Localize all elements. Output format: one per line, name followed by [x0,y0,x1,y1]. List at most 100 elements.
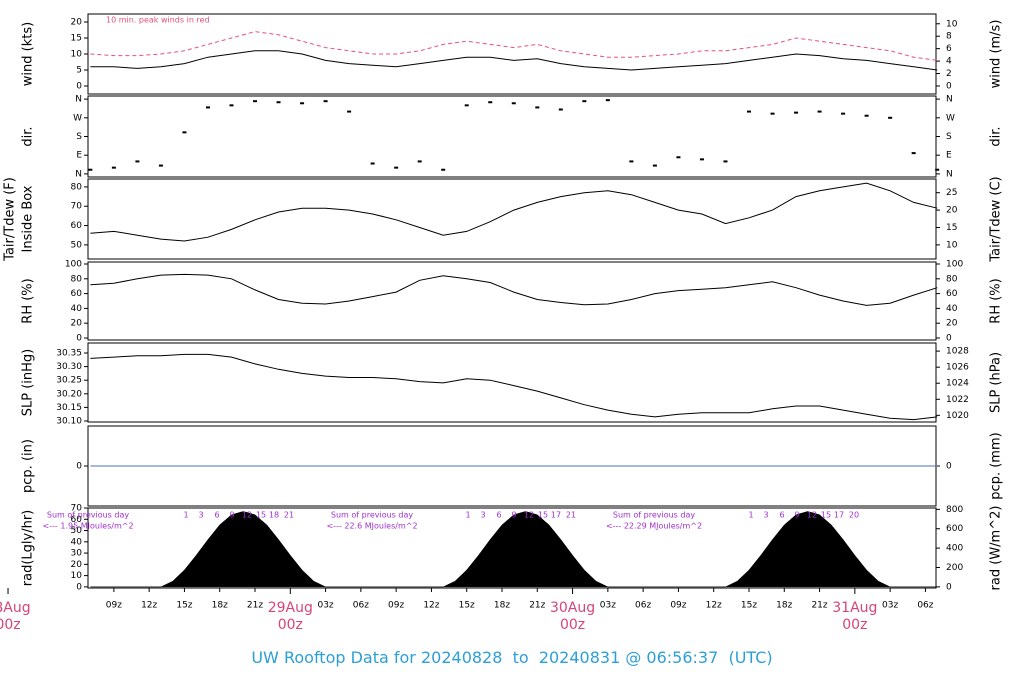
x-tick-label: 18z [776,601,792,611]
y-axis-label: pcp. (in) [21,439,36,493]
y-tick-label: N [75,95,82,105]
annotation: 10 min. peak winds in red [106,16,210,25]
y-tick-label: 50 [71,240,83,250]
panel-frame [87,13,937,95]
hour-label: 21 [284,511,294,520]
y2-tick-label: N [946,169,953,179]
x-tick-label: 18z [212,601,228,611]
hour-label: 15 [538,511,548,520]
hour-label: 20 [849,511,859,520]
y-tick-label: 30.30 [56,362,82,372]
x-tick-label: 09z [106,601,122,611]
x-tick-label: 18z [494,601,510,611]
hour-label: 3 [763,511,768,520]
y2-tick-label: W [946,113,955,123]
y-tick-label: 0 [76,334,82,344]
point [558,108,563,111]
x-tick-label: 21z [811,601,827,611]
point [253,100,258,103]
x-tick-label: 21z [247,601,263,611]
y2-axis-label: pcp. (mm) [989,432,1004,499]
y2-tick-label: 80 [946,274,958,284]
y2-tick-label: N [946,95,953,105]
hour-label: 9 [511,511,516,520]
y-tick-label: 30.20 [56,389,82,399]
x-tick-label: 03z [600,601,616,611]
y-tick-label: 10 [71,50,83,60]
y-tick-label: 30.15 [56,403,82,413]
y2-tick-label: 1024 [946,379,969,389]
y2-tick-label: 15 [946,223,957,233]
point [699,158,704,161]
y-tick-label: 20 [71,18,83,28]
y-tick-label: 60 [71,289,83,299]
hour-label: 9 [794,511,799,520]
y-tick-label: W [73,113,82,123]
point [111,166,116,169]
hour-label: 3 [198,511,203,520]
y-tick-label: 50 [71,526,83,536]
y-tick-label: 5 [76,66,82,76]
point [488,101,493,104]
point [300,102,305,105]
hour-label: 12 [524,511,534,520]
y2-axis-label: SLP (hPa) [989,352,1004,413]
y-tick-label: 10 [71,571,83,581]
y2-tick-label: 800 [946,505,963,515]
y2-axis-label: rad (W/m^2) [989,506,1004,591]
hour-label: 18 [269,511,279,520]
point [746,110,751,113]
y2-tick-label: 10 [946,19,958,29]
y2-tick-label: 4 [946,57,952,67]
y-tick-label: N [75,169,82,179]
day-label: 28Aug 00z [0,600,31,633]
y2-tick-label: 20 [946,319,958,329]
point [817,110,822,113]
point [582,100,587,103]
hour-label: 21 [566,511,576,520]
y2-tick-label: 1026 [946,363,969,373]
day-label: 30Aug 00z [549,600,596,633]
point [935,168,940,171]
point [676,156,681,159]
hour-label: 17 [834,511,844,520]
y-axis-label: RH (%) [21,278,36,323]
x-tick-label: 21z [529,601,545,611]
day-label: 31Aug 00z [832,600,878,633]
point [535,106,540,109]
y2-tick-label: E [946,151,952,161]
x-tick-label: 15z [741,601,757,611]
hour-label: 3 [480,511,485,520]
hour-label: 12 [807,511,817,520]
annotation: Sum of previous day [47,511,129,520]
point [911,152,916,155]
y-tick-label: 20 [71,560,83,570]
hour-label: 1 [748,511,753,520]
hour-label: 6 [779,511,784,520]
y-tick-label: E [76,151,82,161]
point [347,110,352,113]
y2-tick-label: 10 [946,240,958,250]
day-label: 29Aug 00z [267,600,313,633]
point [417,160,422,163]
hour-label: 9 [229,511,234,520]
x-tick-label: 12z [423,601,439,611]
y2-tick-label: 600 [946,524,963,534]
point [441,168,446,171]
y-tick-label: 60 [71,515,83,525]
point [652,164,657,167]
point [464,104,469,107]
hour-label: 6 [496,511,501,520]
point [229,104,234,107]
y2-tick-label: 1020 [946,411,969,421]
point [276,101,281,104]
y-tick-label: 30.25 [56,376,82,386]
y-axis-label: SLP (inHg) [21,349,36,417]
y-tick-label: 0 [76,582,82,592]
chart-title: UW Rooftop Data for 20240828 to 20240831… [251,648,773,667]
y-axis-label: rad(Lgly/hr) [21,510,36,586]
panel-frame [87,95,937,178]
y2-tick-label: 1028 [946,347,969,357]
